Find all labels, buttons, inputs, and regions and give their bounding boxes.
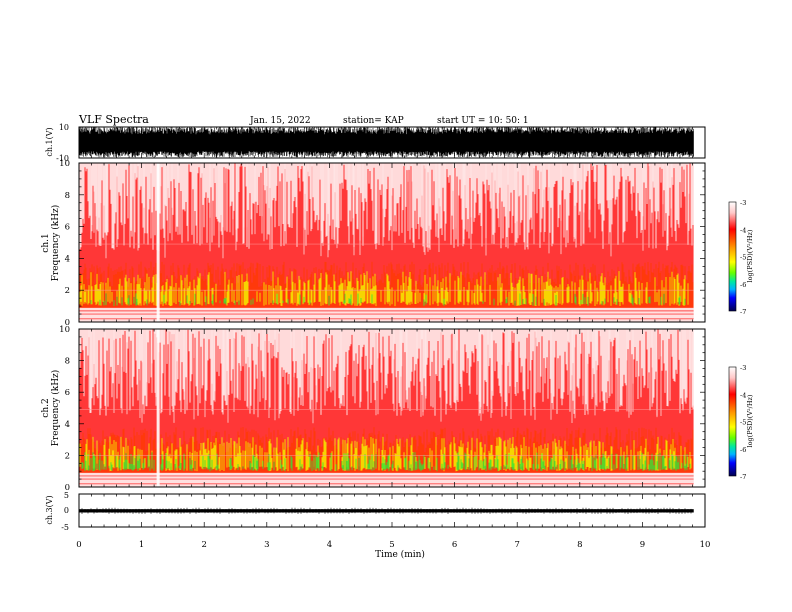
frequency-tick-label: 2	[65, 286, 70, 296]
colorbar-tick-label: -5	[740, 419, 746, 427]
frequency-tick-label: 8	[65, 191, 70, 201]
ch3-ytick-bottom: -5	[61, 523, 69, 532]
spectrogram-no-data	[693, 329, 705, 487]
ch3-trace-jitter	[78, 507, 692, 514]
ch3-ylabel: ch.3(V)	[45, 495, 54, 524]
spectrogram-quiet-streaks	[88, 329, 694, 424]
ch1-waveform-panel: 10 -10 ch.1(V)	[45, 123, 706, 163]
colorbar-tick-label: -4	[740, 226, 746, 234]
ch2-spectrogram-ytick-labels: 0 2 4 6 8 10	[59, 325, 70, 493]
ch3-waveform-trace	[78, 507, 694, 514]
colorbar-tick-label: -4	[740, 391, 746, 399]
ch1-colorbar: -3 -4 -5 -6 -7 log(PSD)(V²/Hz)	[728, 199, 754, 316]
ch1-ticks	[78, 127, 706, 158]
time-tick-label: 4	[327, 540, 332, 550]
figure-title: VLF Spectra	[78, 113, 149, 126]
ch3-waveform-panel: 5 0 -5 ch.3(V) 0 1 2 3 4 5 6 7 8 9 10 Time (min)	[45, 491, 710, 560]
time-tick-label: 2	[201, 540, 206, 550]
frequency-tick-label: 8	[65, 357, 70, 367]
time-tick-label: 7	[514, 540, 519, 550]
time-tick-label: 1	[139, 540, 144, 550]
colorbar-tick-label: -6	[740, 446, 746, 454]
ch2-spectrogram-ticks	[78, 328, 706, 488]
ch1-waveform-trace	[79, 127, 694, 158]
ch2-colorbar-label: log(PSD)(V²/Hz)	[746, 394, 754, 447]
colorbar-tick-label: -7	[740, 473, 746, 481]
ch1-spectrogram-ticks	[78, 162, 706, 323]
spectrogram-quiet-streaks	[91, 163, 690, 259]
station-label: station= KAP	[343, 116, 404, 126]
time-axis-tick-labels: 0 1 2 3 4 5 6 7 8 9 10	[76, 540, 710, 550]
colorbar-tick-label: -3	[740, 364, 746, 372]
time-tick-label: 9	[640, 540, 645, 550]
colorbar-tick-label: -7	[740, 308, 746, 316]
ch1-ytick-top: 10	[59, 123, 69, 132]
time-tick-label: 0	[76, 540, 81, 550]
spectrogram-gap	[156, 329, 160, 487]
ch2-colorbar: -3 -4 -5 -6 -7 log(PSD)(V²/Hz)	[728, 364, 754, 481]
frequency-tick-label: 6	[65, 223, 70, 233]
ch3-ytick-top: 5	[64, 491, 69, 500]
frequency-tick-label: 6	[65, 388, 70, 398]
ch1-spectrogram-image	[78, 163, 705, 322]
frequency-tick-label: 4	[65, 420, 70, 430]
spectrogram-no-data	[693, 163, 705, 322]
ch1-spectrogram-panel: 0 2 4 6 8 10 ch.1 Frequency (kHz)	[41, 159, 706, 328]
ch2-spectrogram-panel: 0 2 4 6 8 10 ch.2 Frequency (kHz)	[41, 325, 706, 493]
ch2-colorbar-gradient	[728, 366, 737, 477]
ch1-ytick-bottom: -10	[56, 154, 69, 163]
colorbar-tick-label: -3	[740, 199, 746, 207]
ch2-spectrogram-ylabel-line2: Frequency (kHz)	[50, 370, 61, 447]
ch1-colorbar-tick-labels: -3 -4 -5 -6 -7	[740, 199, 746, 316]
frequency-tick-label: 10	[59, 325, 70, 335]
ch1-spectrogram-ytick-labels: 0 2 4 6 8 10	[59, 159, 70, 328]
frequency-tick-label: 0	[65, 483, 70, 493]
ch3-ytick-middle: 0	[64, 506, 69, 515]
start-time-label: start UT = 10: 50: 1	[437, 116, 529, 126]
ch1-colorbar-label: log(PSD)(V²/Hz)	[746, 229, 754, 282]
time-axis-label: Time (min)	[375, 549, 425, 560]
ch1-ylabel: ch.1(V)	[45, 127, 54, 156]
ch3-ticks	[78, 494, 706, 527]
spectrogram-gap	[156, 163, 160, 322]
frequency-tick-label: 10	[59, 159, 70, 169]
time-tick-label: 6	[452, 540, 457, 550]
ch2-colorbar-tick-labels: -3 -4 -5 -6 -7	[740, 364, 746, 481]
frequency-tick-label: 0	[65, 318, 70, 328]
time-tick-label: 8	[577, 540, 582, 550]
date-label: Jan. 15, 2022	[249, 116, 311, 126]
colorbar-tick-label: -6	[740, 281, 746, 289]
ch1-colorbar-gradient	[728, 201, 737, 312]
ch1-trace-path	[79, 127, 694, 158]
ch2-spectrogram-ylabel-line1: ch.2	[41, 398, 51, 417]
ch3-trace-band	[79, 509, 694, 513]
frequency-tick-label: 4	[65, 254, 70, 264]
ch1-spectrogram-ylabel-line2: Frequency (kHz)	[50, 205, 61, 282]
frequency-tick-label: 2	[65, 451, 70, 461]
time-tick-label: 10	[700, 540, 711, 550]
time-tick-label: 3	[264, 540, 269, 550]
ch1-spectrogram-ylabel-line1: ch.1	[41, 233, 51, 252]
time-tick-label: 5	[389, 540, 394, 550]
colorbar-tick-label: -5	[740, 254, 746, 262]
